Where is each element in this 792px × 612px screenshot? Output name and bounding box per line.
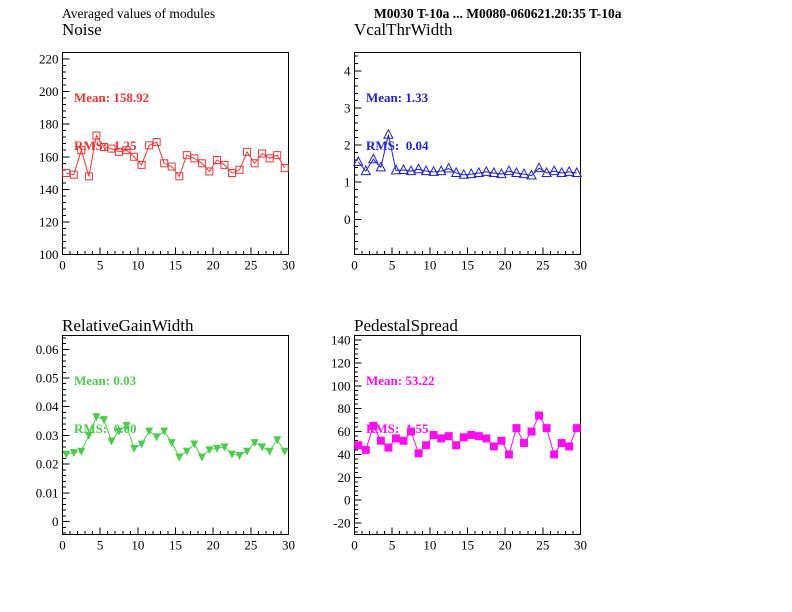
y-tick-label: 100 <box>331 378 351 393</box>
noise-series-line <box>66 134 286 178</box>
x-tick-label: 20 <box>207 258 220 273</box>
header-left-text: Averaged values of modules <box>62 6 216 21</box>
noise-chart: 0 5 10 15 20 25 30 100 120 140 160 180 200 220 <box>39 52 295 273</box>
x-tick-label: 20 <box>499 258 512 273</box>
vcalthrwidth-chart: 0 5 10 15 20 25 30 0 1 2 3 4 <box>344 52 587 273</box>
y-tick-label: 0.02 <box>36 457 59 472</box>
y-tick-label: 0.03 <box>36 428 59 443</box>
x-tick-label: 0 <box>351 258 358 273</box>
x-tick-label: 15 <box>461 258 474 273</box>
x-tick-label: 25 <box>244 538 257 553</box>
y-tick-label: 2 <box>344 138 351 153</box>
vcalthrwidth-markers <box>352 128 583 180</box>
y-tick-label: 180 <box>39 117 59 132</box>
chart-panel-noise: 0 5 10 15 20 25 30 100 120 140 160 180 200 220 Noise … <box>0 0 340 300</box>
y-tick-label: 0.06 <box>36 342 59 357</box>
x-tick-label: 15 <box>169 538 182 553</box>
chart-panel-relativegainwidth: 0 5 10 15 20 25 30 0 0.01 0.02 0.03 0.04 0.05 0.06 Re… <box>0 282 340 582</box>
y-tick-label: 0.01 <box>36 485 59 500</box>
axes-ticks <box>354 335 581 535</box>
stats-box: Mean: 53.22 RMS: 1.55 <box>366 341 435 469</box>
y-tick-label: 3 <box>344 101 351 116</box>
x-tick-label: 30 <box>282 258 295 273</box>
y-tick-label: 0.04 <box>36 399 59 414</box>
axes-ticks <box>354 55 581 255</box>
y-tick-label: 0.05 <box>36 370 59 385</box>
y-tick-label: 160 <box>39 149 59 164</box>
x-tick-label: 10 <box>131 258 144 273</box>
y-tick-label: 20 <box>338 470 351 485</box>
x-tick-label: 30 <box>282 538 295 553</box>
y-tick-label: 0 <box>52 514 59 529</box>
x-tick-label: 10 <box>423 538 436 553</box>
x-tick-label: 30 <box>574 258 587 273</box>
x-tick-label: 0 <box>351 538 358 553</box>
chart-title-relativegainwidth: RelativeGainWidth <box>62 316 194 335</box>
y-tick-label: 60 <box>338 424 351 439</box>
axes-ticks <box>62 337 289 535</box>
axes-ticks <box>62 52 289 255</box>
y-tick-label: 200 <box>39 84 59 99</box>
x-tick-label: 10 <box>131 538 144 553</box>
x-tick-label: 15 <box>169 258 182 273</box>
mean-value: Mean: 0.03 <box>74 373 137 388</box>
x-tick-label: 0 <box>59 258 66 273</box>
y-tick-label: 140 <box>331 333 351 348</box>
chart-title-vcalthrwidth: VcalThrWidth <box>354 20 453 39</box>
x-tick-label: 25 <box>244 258 257 273</box>
y-tick-label: 120 <box>39 214 59 229</box>
y-tick-label: 40 <box>338 447 351 462</box>
mean-value: Mean: 158.92 <box>74 90 150 105</box>
y-tick-label: 120 <box>331 355 351 370</box>
rms-value: RMS: 1.55 <box>366 421 429 436</box>
x-tick-label: 15 <box>461 538 474 553</box>
chart-title-noise: Noise <box>62 20 102 39</box>
rms-value: RMS: 0.00 <box>74 421 137 436</box>
x-tick-label: 10 <box>423 258 436 273</box>
y-tick-label: 100 <box>39 247 59 262</box>
x-tick-label: 5 <box>97 538 104 553</box>
x-tick-label: 5 <box>97 258 104 273</box>
chart-title-pedestalspread: PedestalSpread <box>354 316 458 335</box>
header-right-text: M0030 T-10a ... M0080-060621.20:35 T-10a <box>374 6 622 21</box>
rms-value: RMS: 0.04 <box>366 138 429 153</box>
x-tick-label: 30 <box>574 538 587 553</box>
y-tick-label: -20 <box>333 516 350 531</box>
y-tick-label: 0 <box>344 493 351 508</box>
x-tick-label: 20 <box>207 538 220 553</box>
y-tick-label: 220 <box>39 52 59 67</box>
x-tick-label: 5 <box>389 538 396 553</box>
y-tick-label: 80 <box>338 401 351 416</box>
x-tick-label: 5 <box>389 258 396 273</box>
mean-value: Mean: 53.22 <box>366 373 435 388</box>
chart-panel-pedestalspread: 0 5 10 15 20 25 30 -20 0 20 40 60 80 100 120 140 Pedest… <box>292 282 632 582</box>
rms-value: RMS: 1.25 <box>74 138 137 153</box>
stats-box: Mean: 158.92 RMS: 1.25 <box>74 58 149 186</box>
x-tick-label: 25 <box>536 258 549 273</box>
pedestalspread-markers <box>354 411 581 459</box>
stats-box: Mean: 0.03 RMS: 0.00 <box>74 341 136 469</box>
x-tick-label: 20 <box>499 538 512 553</box>
mean-value: Mean: 1.33 <box>366 90 429 105</box>
y-tick-label: 0 <box>344 212 351 227</box>
y-tick-label: 1 <box>344 175 351 190</box>
chart-panel-vcalthrwidth: 0 5 10 15 20 25 30 0 1 2 3 4 VcalThrWidth Mean: 1.3… <box>292 0 632 300</box>
relativegainwidth-chart: 0 5 10 15 20 25 30 0 0.01 0.02 0.03 0.04 0.05 0.06 <box>36 335 295 553</box>
relativegainwidth-markers <box>62 413 289 462</box>
y-tick-label: 140 <box>39 182 59 197</box>
stats-box: Mean: 1.33 RMS: 0.04 <box>366 58 428 186</box>
noise-markers <box>62 131 289 181</box>
y-tick-label: 4 <box>344 64 351 79</box>
x-tick-label: 0 <box>59 538 66 553</box>
vcalthrwidth-series-line <box>357 134 577 177</box>
x-tick-label: 25 <box>536 538 549 553</box>
